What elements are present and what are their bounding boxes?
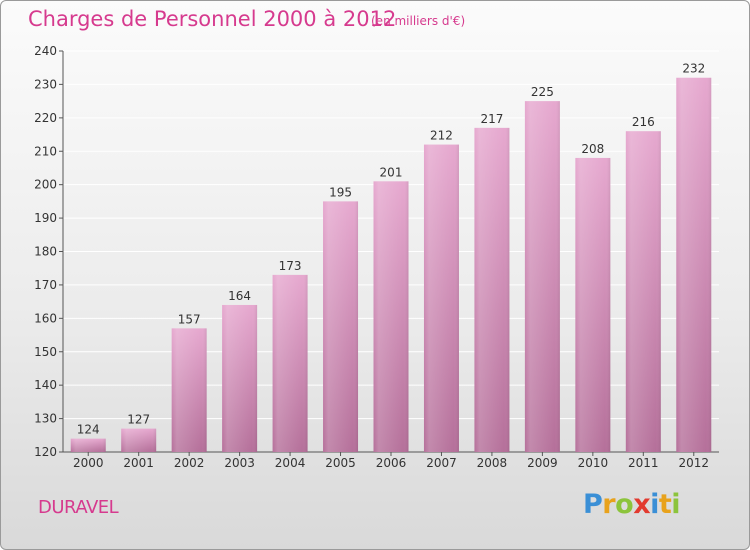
- y-tick-label: 230: [34, 77, 57, 91]
- y-tick-label: 210: [34, 144, 57, 158]
- brand-letter: x: [633, 489, 651, 520]
- data-label: 157: [178, 312, 201, 326]
- data-label: 173: [279, 259, 302, 273]
- x-tick-label: 2011: [628, 456, 659, 470]
- x-tick-label: 2004: [275, 456, 306, 470]
- x-tick-label: 2007: [426, 456, 457, 470]
- bar-shade: [373, 181, 409, 452]
- y-tick-label: 130: [34, 412, 57, 426]
- brand-letter: P: [583, 489, 603, 520]
- x-tick-label: 2005: [325, 456, 356, 470]
- y-tick-label: 170: [34, 278, 57, 292]
- x-tick-label: 2002: [174, 456, 205, 470]
- data-label: 232: [682, 62, 705, 76]
- brand-letter: t: [658, 489, 672, 520]
- data-label: 164: [228, 289, 251, 303]
- data-label: 217: [480, 112, 503, 126]
- x-tick-label: 2010: [578, 456, 609, 470]
- brand-letter: o: [615, 489, 634, 520]
- y-tick-label: 220: [34, 111, 57, 125]
- bar-shade: [474, 127, 510, 452]
- bar-shade: [222, 304, 258, 452]
- bar-shade: [70, 438, 106, 452]
- city-name: DURAVEL: [38, 497, 119, 518]
- data-label: 124: [77, 423, 100, 437]
- data-label: 208: [581, 142, 604, 156]
- bar-shade: [625, 131, 661, 452]
- data-label: 195: [329, 185, 352, 199]
- brand-letter: i: [650, 489, 659, 520]
- y-tick-label: 120: [34, 445, 57, 459]
- x-tick-label: 2006: [376, 456, 407, 470]
- bar-shade: [676, 77, 712, 452]
- bar-shade: [575, 157, 611, 452]
- y-tick-label: 150: [34, 345, 57, 359]
- data-label: 212: [430, 129, 453, 143]
- y-tick-label: 190: [34, 211, 57, 225]
- bar-shade: [323, 201, 359, 452]
- x-tick-label: 2000: [73, 456, 104, 470]
- brand-letter: i: [671, 489, 681, 520]
- x-tick-label: 2001: [123, 456, 154, 470]
- bar-shade: [524, 101, 560, 452]
- y-tick-label: 240: [34, 44, 57, 58]
- bar-shade: [171, 328, 207, 452]
- y-tick-label: 200: [34, 178, 57, 192]
- x-tick-label: 2003: [224, 456, 255, 470]
- bar-shade: [423, 144, 459, 453]
- proxiti-logo[interactable]: Proxiti: [583, 489, 681, 520]
- data-label: 225: [531, 85, 554, 99]
- bar-shade: [272, 274, 308, 452]
- y-tick-label: 160: [34, 311, 57, 325]
- data-label: 216: [632, 115, 655, 129]
- brand-letter: r: [602, 489, 616, 520]
- y-tick-label: 140: [34, 378, 57, 392]
- x-tick-label: 2012: [678, 456, 709, 470]
- data-label: 127: [127, 413, 150, 427]
- bar-shade: [121, 428, 157, 452]
- chart-subtitle: (en milliers d'€): [371, 14, 466, 28]
- x-tick-label: 2008: [477, 456, 508, 470]
- data-label: 201: [380, 165, 403, 179]
- y-tick-label: 180: [34, 245, 57, 259]
- x-tick-label: 2009: [527, 456, 558, 470]
- chart-title: Charges de Personnel 2000 à 2012: [28, 7, 397, 31]
